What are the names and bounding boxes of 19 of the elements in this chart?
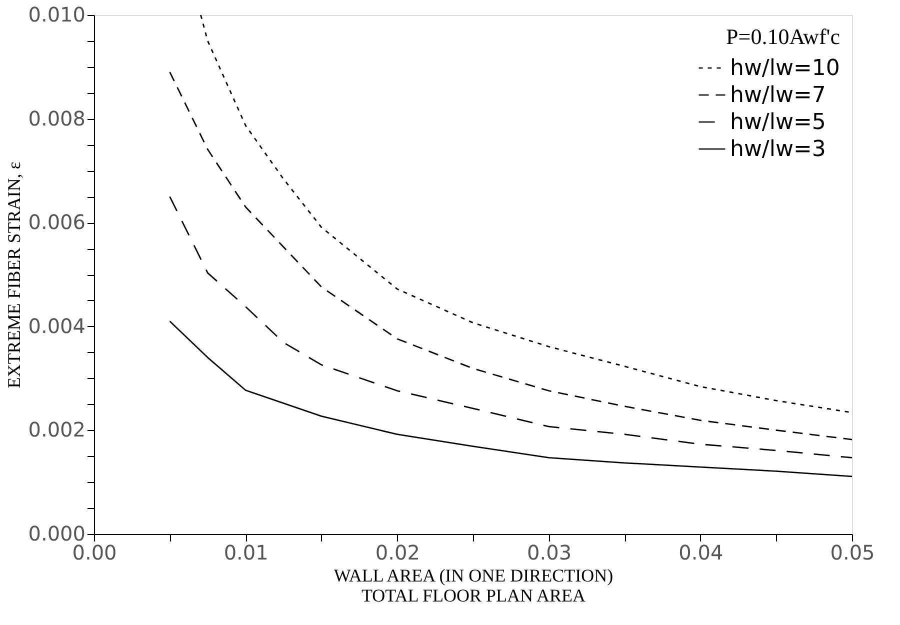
y-tick-label: 0.004 [28, 314, 86, 338]
legend-title: P=0.10Awf'c [726, 24, 840, 49]
y-axis-title: EXTREME FIBER STRAIN, ε [4, 161, 24, 388]
line-series [169, 196, 853, 458]
legend-label: hw/lw=3 [730, 137, 826, 162]
x-tick-label: 0.05 [830, 540, 875, 564]
x-tick-label: 0.01 [224, 540, 268, 564]
y-tick-label: 0.002 [28, 418, 86, 442]
x-tick-label: 0.03 [527, 540, 572, 564]
legend-label: hw/lw=5 [730, 110, 826, 135]
y-tick-label: 0.010 [28, 2, 86, 26]
y-tick-label: 0.006 [28, 210, 86, 234]
line-series [169, 320, 853, 478]
x-tick-label: 0.02 [375, 540, 420, 564]
legend-label: hw/lw=10 [730, 56, 840, 81]
legend-label: hw/lw=7 [730, 83, 826, 108]
x-axis-title: WALL AREA (IN ONE DIRECTION) TOTAL FLOOR PLAN AREA [334, 566, 614, 606]
x-tick-label: 0.04 [678, 540, 724, 564]
y-tick-label: 0.008 [28, 106, 86, 130]
